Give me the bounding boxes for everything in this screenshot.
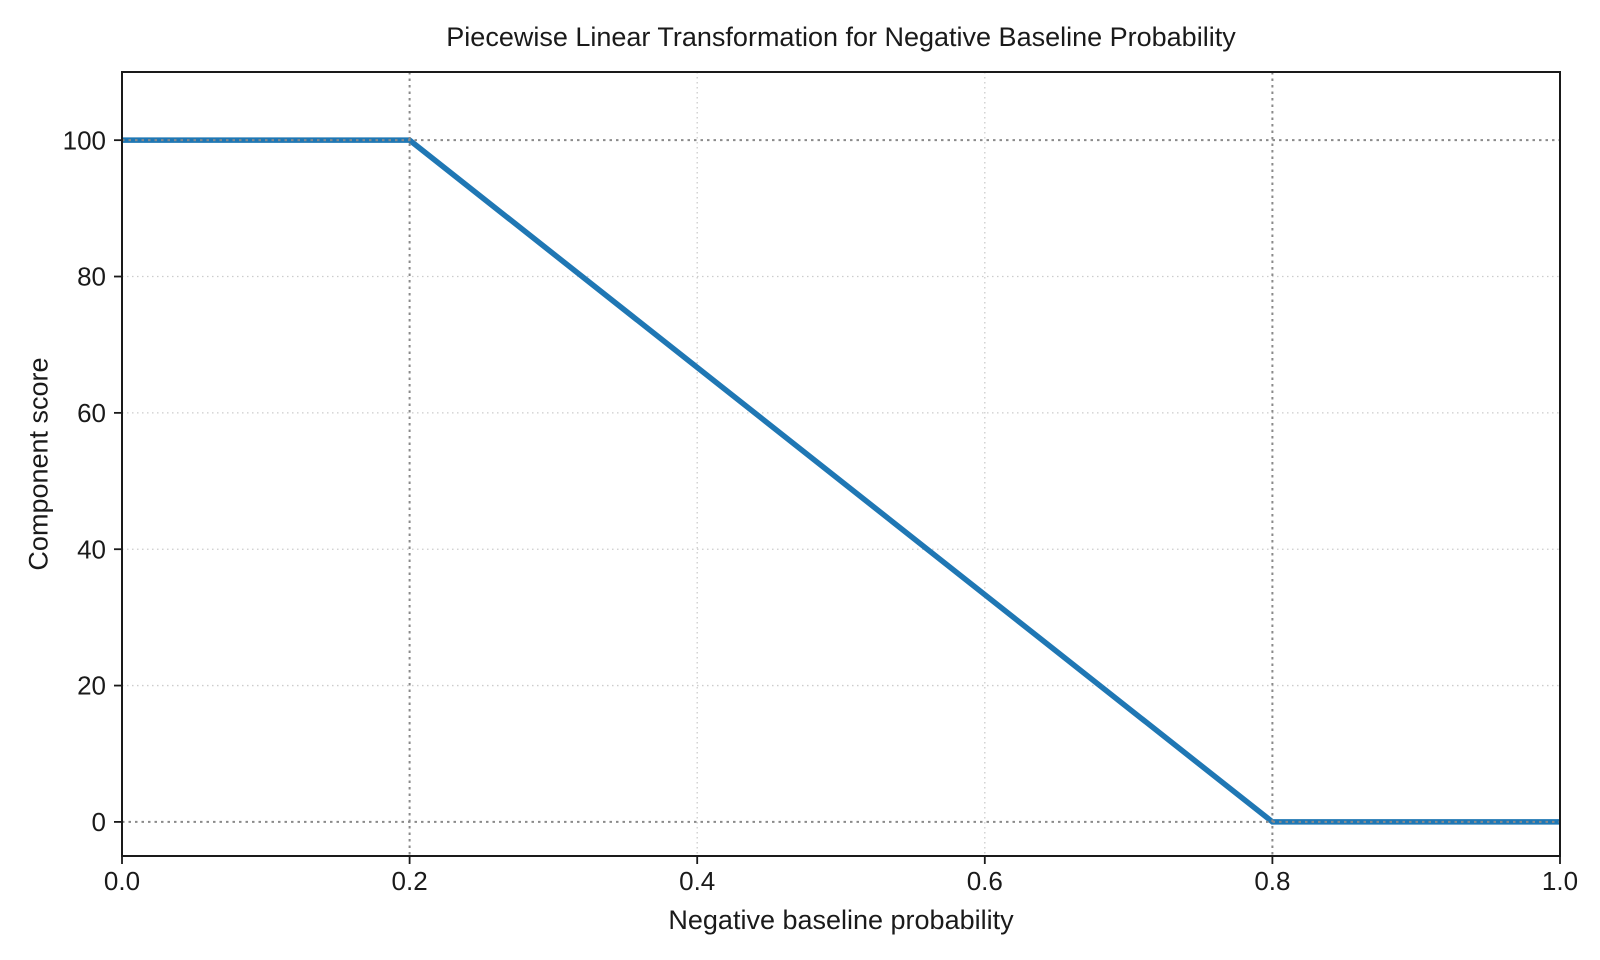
chart-title: Piecewise Linear Transformation for Nega… [446,22,1236,52]
axis-ticks [114,139,1561,864]
y-tick-label: 80 [77,262,106,292]
data-series [122,137,1560,825]
y-tick-label: 0 [92,807,106,837]
x-tick-label: 0.8 [1254,866,1290,896]
axes-frame [121,71,1561,857]
x-tick-label: 1.0 [1542,866,1578,896]
x-tick-label: 0.6 [967,866,1003,896]
x-axis-label: Negative baseline probability [668,905,1014,935]
reference-lines [122,72,1560,856]
y-tick-label: 40 [77,534,106,564]
x-tick-labels: 0.0 0.2 0.4 0.6 0.8 1.0 [104,866,1578,896]
series-line [122,137,1560,825]
y-tick-label: 20 [77,671,106,701]
y-tick-labels: 0 20 40 60 80 100 [63,125,106,837]
grid-lines [122,72,1560,856]
y-tick-label: 100 [63,125,106,155]
x-tick-label: 0.2 [392,866,428,896]
y-tick-label: 60 [77,398,106,428]
x-tick-label: 0.0 [104,866,140,896]
y-axis-label: Component score [23,357,53,570]
plot-frame [121,71,1561,857]
x-tick-label: 0.4 [679,866,715,896]
